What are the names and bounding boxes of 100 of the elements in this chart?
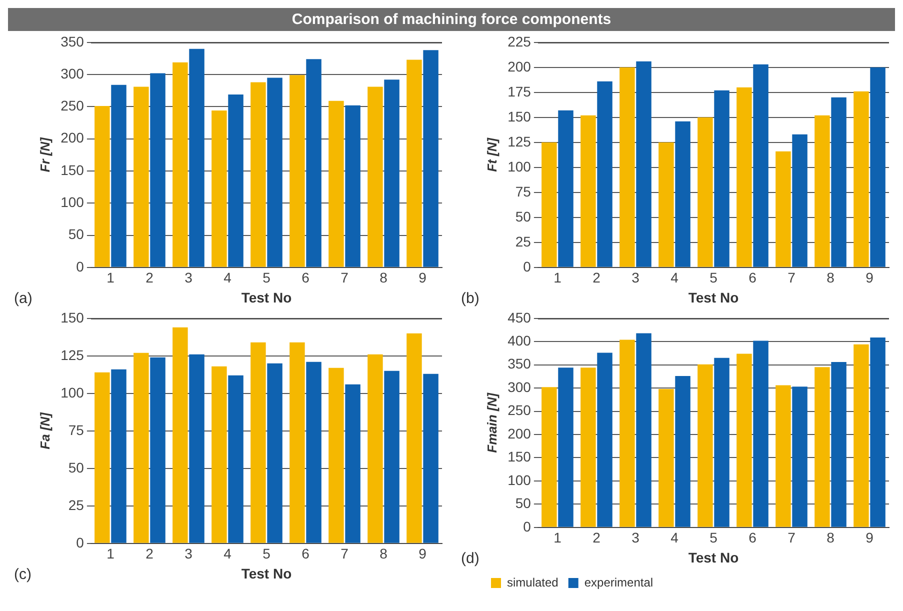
legend-label: simulated <box>507 575 558 590</box>
x-tick-label: 8 <box>826 530 835 546</box>
bar <box>172 327 188 543</box>
bar <box>753 340 768 527</box>
x-tick-label: 6 <box>302 270 310 286</box>
bar <box>94 372 110 543</box>
y-tick-label: 0 <box>76 258 84 274</box>
bar <box>111 84 126 267</box>
y-tick-label: 150 <box>60 309 84 326</box>
y-tick-label: 350 <box>60 33 84 50</box>
bar <box>854 344 869 527</box>
y-tick-label: 125 <box>508 133 532 150</box>
bar <box>406 333 422 543</box>
bar <box>636 61 652 267</box>
bar <box>814 367 830 527</box>
chart-title: Comparison of machining force components <box>8 8 895 31</box>
y-tick-label: 175 <box>508 83 532 100</box>
bar <box>250 82 266 267</box>
y-tick-label: 250 <box>60 98 84 114</box>
y-tick-label: 25 <box>515 233 532 250</box>
y-tick-label: 0 <box>523 258 532 274</box>
bar <box>597 81 612 267</box>
bar <box>345 384 360 543</box>
x-tick-label: 2 <box>146 270 154 286</box>
x-tick-label: 9 <box>866 270 874 286</box>
x-tick-label: 8 <box>826 270 835 286</box>
bar <box>698 117 713 267</box>
bar <box>558 368 574 527</box>
bar <box>792 386 808 527</box>
legend-label: experimental <box>584 575 654 590</box>
x-tick-label: 3 <box>632 270 640 286</box>
bar <box>150 73 166 267</box>
bar <box>423 50 438 267</box>
y-tick-label: 0 <box>76 534 84 550</box>
bar <box>134 352 149 543</box>
bar <box>94 106 110 267</box>
bar <box>636 333 652 527</box>
x-axis-title: Test No <box>688 289 739 306</box>
y-tick-label: 100 <box>60 384 84 400</box>
y-tick-label: 400 <box>508 332 532 348</box>
bar <box>423 374 438 543</box>
y-tick-label: 150 <box>508 448 532 465</box>
y-tick-label: 200 <box>60 130 84 146</box>
y-axis-title: Fa [N] <box>37 412 52 450</box>
text: (b) <box>461 290 480 308</box>
bar <box>345 105 360 267</box>
x-tick-label: 2 <box>592 270 601 286</box>
y-tick-label: 250 <box>508 402 532 418</box>
bar <box>558 110 574 267</box>
bar <box>658 388 674 527</box>
x-tick-label: 2 <box>592 530 601 546</box>
x-axis-title: Test No <box>688 549 739 566</box>
bar <box>831 362 846 527</box>
y-tick-label: 100 <box>60 194 84 210</box>
bar <box>675 121 690 267</box>
y-tick-label: 350 <box>508 356 532 372</box>
x-tick-label: 6 <box>302 546 310 562</box>
y-tick-label: 50 <box>515 495 532 512</box>
x-tick-label: 7 <box>340 270 349 286</box>
bar <box>753 64 768 267</box>
y-tick-label: 50 <box>68 226 84 242</box>
y-tick-label: 200 <box>508 425 532 442</box>
x-tick-label: 1 <box>106 270 115 286</box>
y-tick-label: 450 <box>508 309 532 326</box>
bar <box>792 134 808 267</box>
bar <box>267 78 282 267</box>
bar <box>267 363 282 543</box>
x-tick-label: 8 <box>380 270 388 286</box>
bar <box>675 376 690 527</box>
x-axis-title: Test No <box>241 565 292 582</box>
bar <box>328 100 344 267</box>
bar <box>368 86 383 267</box>
bar <box>406 60 422 267</box>
bar <box>542 142 557 267</box>
y-tick-label: 300 <box>60 65 84 82</box>
x-tick-label: 5 <box>710 530 718 546</box>
x-tick-label: 2 <box>146 546 154 562</box>
y-tick-label: 75 <box>68 422 84 438</box>
bar <box>736 354 752 527</box>
bar <box>854 91 869 267</box>
x-tick-label: 6 <box>748 270 757 286</box>
bar <box>542 387 557 527</box>
x-tick-label: 9 <box>418 546 427 562</box>
y-axis-title: Fmain [N] <box>484 392 500 453</box>
bar <box>306 59 322 267</box>
y-tick-label: 75 <box>515 183 532 200</box>
x-tick-label: 4 <box>670 530 679 546</box>
bar <box>384 80 400 267</box>
bar <box>714 358 730 527</box>
bar <box>870 337 886 527</box>
bar <box>306 362 322 543</box>
y-tick-label: 0 <box>523 518 532 534</box>
bar <box>597 352 612 527</box>
bar <box>290 342 305 543</box>
bar <box>328 368 344 543</box>
y-axis-title: Ft [N] <box>484 137 500 172</box>
text: (a) <box>14 290 32 308</box>
bar <box>776 385 791 527</box>
x-tick-label: 4 <box>224 270 232 286</box>
x-tick-label: 8 <box>380 546 388 562</box>
